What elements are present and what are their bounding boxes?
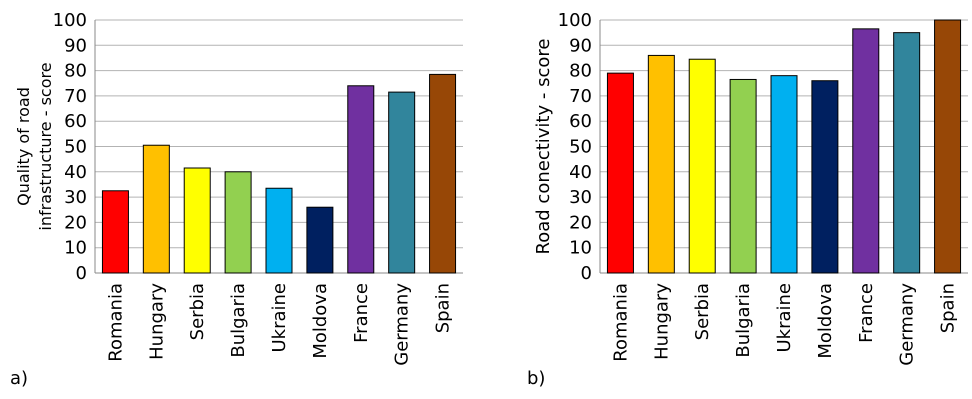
y-tick-label: 30 <box>569 187 592 208</box>
y-tick-label: 20 <box>569 212 592 233</box>
y-tick-label: 100 <box>53 10 87 31</box>
bar-ukraine <box>265 187 293 274</box>
x-category-label: Moldova <box>815 283 836 359</box>
y-tick-label: 70 <box>64 86 87 107</box>
bar-serbia <box>183 167 211 274</box>
y-tick-label: 0 <box>581 263 592 284</box>
y-tick-label: 0 <box>76 263 87 284</box>
bar-hungary <box>142 144 170 274</box>
x-category-label: Spain <box>433 283 454 333</box>
bar-germany <box>388 91 416 274</box>
x-category-label: Spain <box>938 283 959 333</box>
bar-serbia <box>688 58 716 274</box>
y-axis-label: Quality of road <box>14 87 33 206</box>
chart-a: 0 10 20 30 40 50 60 70 80 90 100 Romania Hungary Serb… <box>10 10 463 389</box>
bar-bulgaria <box>224 171 252 274</box>
y-tick-label: 60 <box>64 111 87 132</box>
y-tick-label: 40 <box>64 162 87 183</box>
y-tick-label: 20 <box>64 212 87 233</box>
y-tick-label: 100 <box>558 10 592 31</box>
x-category-label: Germany <box>392 283 413 366</box>
y-tick-label: 60 <box>569 111 592 132</box>
bar-bulgaria <box>729 78 757 274</box>
x-category-label: Hungary <box>146 283 167 360</box>
x-category-label: France <box>351 283 372 343</box>
bar-romania <box>101 190 129 274</box>
bar-france <box>852 28 880 274</box>
x-category-label: Bulgaria <box>228 283 249 358</box>
y-tick-label: 90 <box>569 35 592 56</box>
x-category-label: Ukraine <box>774 283 795 353</box>
x-category-label: Moldova <box>310 283 331 359</box>
panel-label: b) <box>527 368 545 389</box>
x-category-label: Romania <box>610 283 631 362</box>
y-tick-label: 50 <box>569 137 592 158</box>
bar-germany <box>893 32 921 274</box>
y-tick-label: 90 <box>64 35 87 56</box>
x-category-label: Bulgaria <box>733 283 754 358</box>
y-tick-label: 80 <box>64 61 87 82</box>
bar-spain <box>429 73 457 274</box>
y-tick-label: 10 <box>64 238 87 259</box>
y-tick-label: 70 <box>569 86 592 107</box>
bar-moldova <box>811 80 839 274</box>
x-category-label: Ukraine <box>269 283 290 353</box>
x-category-label: Hungary <box>651 283 672 360</box>
y-tick-label: 10 <box>569 238 592 259</box>
y-tick-label: 50 <box>64 137 87 158</box>
bar-spain <box>934 19 962 274</box>
y-axis-label: infrastructure - score <box>36 62 55 230</box>
x-category-label: Serbia <box>692 283 713 340</box>
chart-b: 0 10 20 30 40 50 60 70 80 90 100 Romania Hungary Serb… <box>527 10 968 389</box>
x-category-label: France <box>856 283 877 343</box>
bar-ukraine <box>770 75 798 274</box>
x-category-label: Germany <box>897 283 918 366</box>
y-tick-label: 40 <box>569 162 592 183</box>
bar-romania <box>606 72 634 274</box>
y-tick-label: 30 <box>64 187 87 208</box>
bar-france <box>347 85 375 274</box>
panel-label: a) <box>10 368 28 389</box>
y-tick-label: 80 <box>569 61 592 82</box>
bar-hungary <box>647 54 675 274</box>
x-category-label: Romania <box>105 283 126 362</box>
x-category-label: Serbia <box>187 283 208 340</box>
bar-moldova <box>306 206 334 274</box>
y-axis-label: Road conectivity - score <box>533 39 554 255</box>
